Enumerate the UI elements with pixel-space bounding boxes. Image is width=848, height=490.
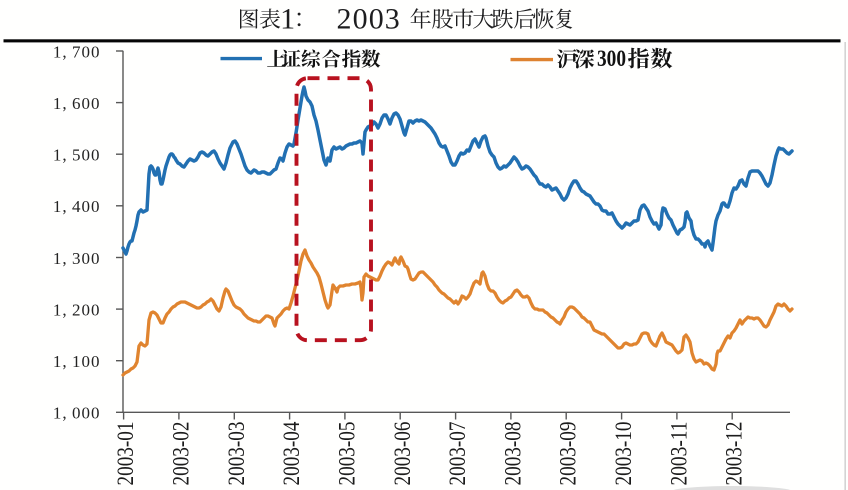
svg-text:1, 300: 1, 300 bbox=[53, 249, 101, 268]
svg-text:2003-09: 2003-09 bbox=[556, 422, 581, 486]
svg-text:1, 000: 1, 000 bbox=[53, 404, 101, 423]
svg-text:1, 400: 1, 400 bbox=[53, 197, 101, 216]
svg-text:2003-02: 2003-02 bbox=[168, 422, 193, 486]
svg-text:1, 700: 1, 700 bbox=[53, 42, 101, 61]
svg-text:2003-06: 2003-06 bbox=[390, 422, 415, 486]
svg-text:2003: 2003 bbox=[337, 3, 401, 36]
svg-text:1, 500: 1, 500 bbox=[53, 146, 101, 165]
svg-text:2003-10: 2003-10 bbox=[611, 422, 636, 486]
svg-text:2003-12: 2003-12 bbox=[722, 422, 747, 486]
svg-text:2003-08: 2003-08 bbox=[500, 422, 525, 486]
svg-text:1, 100: 1, 100 bbox=[53, 352, 101, 371]
svg-text:2003-05: 2003-05 bbox=[334, 422, 359, 486]
svg-text:2003-04: 2003-04 bbox=[279, 421, 304, 485]
svg-text:2003-07: 2003-07 bbox=[445, 422, 470, 486]
svg-text:2003-11: 2003-11 bbox=[666, 422, 691, 486]
svg-text:1, 600: 1, 600 bbox=[53, 94, 101, 113]
svg-text:300: 300 bbox=[597, 46, 626, 71]
svg-text:1: 1 bbox=[280, 3, 295, 36]
svg-text:2003-03: 2003-03 bbox=[224, 422, 249, 486]
svg-text:1, 200: 1, 200 bbox=[53, 300, 101, 319]
svg-text:2003-01: 2003-01 bbox=[113, 422, 138, 486]
